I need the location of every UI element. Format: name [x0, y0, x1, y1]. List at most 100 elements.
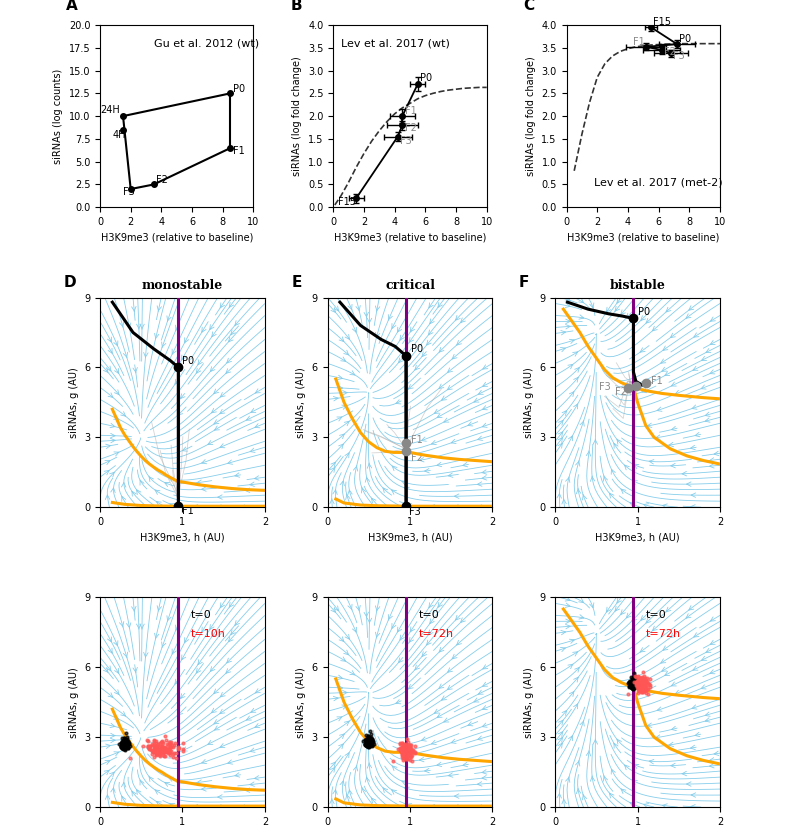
Text: t=10h: t=10h [190, 629, 226, 639]
FancyArrowPatch shape [220, 393, 225, 397]
FancyArrowPatch shape [344, 721, 349, 726]
Point [637, 681, 650, 694]
FancyArrowPatch shape [633, 780, 638, 785]
Point [118, 736, 130, 750]
FancyArrowPatch shape [558, 438, 562, 443]
Point [400, 752, 413, 765]
Point [362, 733, 374, 746]
Point [119, 736, 132, 750]
Point [639, 674, 652, 687]
Point [396, 749, 409, 762]
X-axis label: H3K9me3, h (AU): H3K9me3, h (AU) [595, 532, 680, 542]
Point [626, 674, 638, 687]
FancyArrowPatch shape [442, 696, 446, 701]
Point [404, 754, 417, 767]
Point [629, 674, 642, 687]
FancyArrowPatch shape [132, 491, 136, 496]
Point [628, 678, 641, 691]
FancyArrowPatch shape [621, 489, 626, 493]
FancyArrowPatch shape [162, 342, 166, 348]
Point [362, 734, 375, 747]
FancyArrowPatch shape [181, 394, 185, 399]
Point [401, 745, 414, 758]
Point [362, 730, 374, 744]
FancyArrowPatch shape [392, 790, 397, 795]
FancyArrowPatch shape [482, 470, 486, 474]
Text: F2: F2 [663, 47, 675, 57]
Point [403, 740, 416, 753]
FancyArrowPatch shape [366, 478, 370, 483]
Point [150, 747, 162, 760]
Text: F2: F2 [411, 453, 422, 463]
Point [154, 736, 166, 750]
FancyArrowPatch shape [561, 330, 566, 335]
FancyArrowPatch shape [337, 717, 342, 721]
Point [363, 734, 376, 747]
FancyArrowPatch shape [137, 490, 141, 495]
Point [634, 684, 646, 697]
Point [118, 735, 130, 749]
FancyArrowPatch shape [426, 640, 431, 645]
Point [115, 741, 128, 755]
Text: F: F [519, 275, 530, 290]
Point [118, 737, 130, 750]
Point [631, 681, 644, 694]
FancyArrowPatch shape [154, 633, 159, 639]
FancyArrowPatch shape [478, 736, 482, 740]
FancyArrowPatch shape [334, 606, 338, 611]
FancyArrowPatch shape [202, 760, 206, 764]
Point [631, 681, 644, 695]
FancyArrowPatch shape [670, 333, 675, 338]
Point [364, 734, 377, 747]
Point [359, 739, 372, 752]
Text: Lev et al. 2017 (met-2): Lev et al. 2017 (met-2) [594, 177, 722, 187]
Point [631, 676, 644, 690]
Point [401, 745, 414, 758]
Point [634, 676, 647, 690]
X-axis label: H3K9me3, h (AU): H3K9me3, h (AU) [368, 532, 452, 542]
Point [360, 735, 373, 748]
Point [399, 739, 412, 752]
Point [403, 747, 416, 760]
FancyArrowPatch shape [579, 314, 584, 319]
FancyArrowPatch shape [182, 355, 186, 360]
Point [403, 739, 416, 752]
Point [358, 734, 371, 747]
FancyArrowPatch shape [338, 385, 342, 390]
Point [408, 745, 421, 759]
FancyArrowPatch shape [246, 416, 251, 420]
FancyArrowPatch shape [560, 647, 566, 651]
Point [399, 739, 412, 752]
Point [143, 740, 156, 753]
Point [628, 680, 641, 693]
FancyArrowPatch shape [175, 679, 179, 684]
Point [396, 741, 409, 755]
Point [150, 747, 163, 760]
Point [363, 737, 376, 750]
FancyArrowPatch shape [419, 458, 424, 462]
Point [362, 734, 374, 747]
FancyArrowPatch shape [478, 782, 482, 786]
Text: P0: P0 [638, 307, 650, 317]
Text: t=0: t=0 [418, 611, 439, 621]
Point [630, 675, 642, 688]
Point [163, 737, 176, 750]
FancyArrowPatch shape [214, 426, 219, 430]
FancyArrowPatch shape [144, 652, 148, 658]
FancyArrowPatch shape [140, 324, 144, 329]
Point [362, 734, 374, 747]
Point [359, 732, 372, 745]
Point [630, 680, 643, 693]
Point [119, 735, 132, 748]
Point [121, 735, 134, 749]
Point [158, 750, 170, 763]
FancyArrowPatch shape [574, 404, 578, 409]
FancyArrowPatch shape [614, 443, 618, 448]
FancyArrowPatch shape [579, 615, 584, 619]
FancyArrowPatch shape [334, 397, 338, 401]
Point [119, 740, 132, 753]
FancyArrowPatch shape [642, 688, 646, 692]
Point [635, 678, 648, 691]
Point [400, 749, 413, 762]
Point [626, 676, 639, 690]
